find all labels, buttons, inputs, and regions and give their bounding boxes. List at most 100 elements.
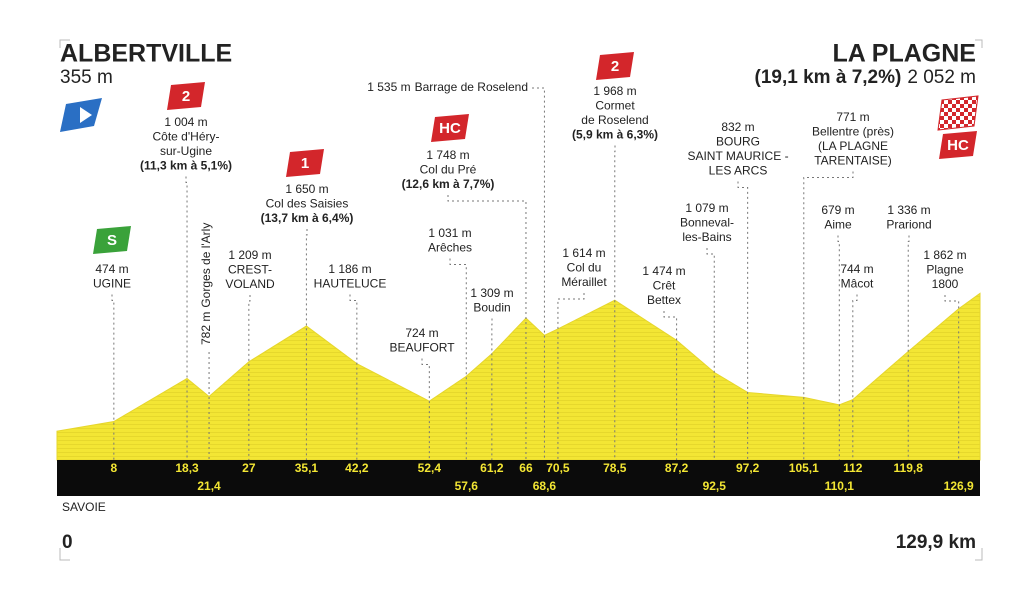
finish-info: (19,1 km à 7,2%) 2 052 m: [755, 67, 976, 88]
place-name: VOLAND: [225, 277, 275, 291]
km-label: 35,1: [295, 461, 319, 475]
km-label: 42,2: [345, 461, 369, 475]
leader-line: [837, 235, 840, 460]
place-name: sur-Ugine: [160, 144, 212, 158]
category-badge: [286, 149, 324, 177]
km-label: 119,8: [894, 461, 924, 475]
elevation-label: 1 186 m: [328, 262, 371, 276]
place-name: (LA PLAGNE: [818, 139, 888, 153]
place-name: Col des Saisies: [266, 197, 349, 211]
elevation-label: 1 650 m: [285, 182, 328, 196]
elevation-label: 1 614 m: [562, 246, 605, 260]
leader-line: [706, 248, 715, 460]
elevation-label: 1 336 m: [887, 203, 930, 217]
elevation-label: 724 m: [405, 326, 438, 340]
leader-line: [111, 294, 115, 460]
category-badge: [596, 52, 634, 80]
place-name: Prariond: [886, 218, 931, 232]
km-label: 87,2: [665, 461, 689, 475]
km-label: 21,4: [197, 479, 221, 493]
place-name: Aime: [824, 218, 852, 232]
category-label: S: [107, 232, 117, 249]
km-label: 70,5: [546, 461, 570, 475]
leader-line: [185, 176, 188, 460]
elevation-label: 1 748 m: [426, 148, 469, 162]
climb-info: (13,7 km à 6,4%): [261, 211, 354, 225]
place-name: Mâcot: [841, 277, 874, 291]
place-name: Gorges de l'Arly: [199, 223, 213, 308]
elevation-label: 1 004 m: [164, 115, 207, 129]
leader-line: [248, 295, 251, 460]
km-label: 110,1: [825, 479, 855, 493]
km-label: 52,4: [418, 461, 442, 475]
place-label: 782 m Gorges de l'Arly: [199, 223, 213, 345]
km-band: [57, 460, 980, 496]
km-label: 18,3: [175, 461, 199, 475]
category-label: 1: [301, 155, 309, 172]
km-label: 8: [110, 461, 117, 475]
frame-corners: [59, 39, 983, 561]
place-name: BOURG: [716, 135, 760, 149]
elevation-label: 679 m: [821, 203, 854, 217]
place-name: Col du Pré: [420, 163, 477, 177]
km-label: 78,5: [603, 461, 627, 475]
km-label: 57,6: [455, 479, 479, 493]
climb-info: (11,3 km à 5,1%): [140, 159, 232, 173]
place-name: CREST-: [228, 263, 272, 277]
place-name: HAUTELUCE: [314, 277, 387, 291]
elevation-label: 1 209 m: [228, 248, 271, 262]
place-name: TARENTAISE): [814, 154, 892, 168]
place-name: Boudin: [473, 301, 510, 315]
place-name: 1800: [932, 277, 959, 291]
leader-line: [907, 235, 910, 460]
finish-flag: [937, 95, 979, 131]
km-label: 61,2: [480, 461, 504, 475]
start-flag-arrow: [80, 107, 92, 123]
elevation-label: 782 m: [199, 312, 213, 345]
elevation-label: 474 m: [95, 262, 128, 276]
finish-name: LA PLAGNE: [832, 40, 976, 68]
leader-line: [449, 258, 467, 460]
elevation-label: 1 031 m: [428, 226, 471, 240]
region: SAVOIE: [62, 500, 106, 514]
place-name: Plagne: [926, 263, 964, 277]
category-label: 2: [611, 58, 619, 75]
start-elevation: 355 m: [60, 67, 113, 88]
km-label: 112: [843, 461, 863, 475]
leader-line: [663, 311, 678, 460]
climb-info: (5,9 km à 6,3%): [572, 128, 658, 142]
elevation-label: 1 535 m: [367, 80, 410, 94]
finish-elevation: 2 052 m: [907, 67, 976, 88]
start-name: ALBERTVILLE: [60, 40, 232, 68]
place-name: Barrage de Roselend: [415, 80, 528, 94]
place-name: Crêt: [653, 279, 676, 293]
km-label: 92,5: [703, 479, 727, 493]
elevation-label: 1 474 m: [642, 264, 685, 278]
category-badge: [167, 82, 205, 110]
km-label: 105,1: [789, 461, 819, 475]
elevation-label: 1 968 m: [593, 84, 636, 98]
leader-line: [803, 171, 854, 460]
place-name: Bellentre (près): [812, 125, 894, 139]
place-name: BEAUFORT: [389, 341, 455, 355]
leader-line: [421, 358, 430, 460]
x-tick-label: 0: [62, 532, 73, 553]
leader-line: [305, 229, 308, 460]
place-name: UGINE: [93, 277, 131, 291]
category-label: HC: [947, 137, 969, 154]
km-label: 97,2: [736, 461, 760, 475]
category-badge: [939, 131, 977, 159]
km-label: 27: [242, 461, 256, 475]
place-name: Arêches: [428, 241, 472, 255]
climb-info: (12,6 km à 7,7%): [402, 177, 495, 191]
place-name: Côte d'Héry-: [153, 130, 220, 144]
category-label: HC: [439, 120, 461, 137]
elevation-label: 744 m: [840, 262, 873, 276]
place-name: de Roselend: [581, 113, 648, 127]
elevation-label: 771 m: [836, 110, 869, 124]
elevation-label: 1 079 m: [685, 201, 728, 215]
place-name: Bettex: [647, 293, 681, 307]
place-name: SAINT MAURICE -: [687, 149, 788, 163]
finish-climb: (19,1 km à 7,2%): [755, 67, 902, 88]
